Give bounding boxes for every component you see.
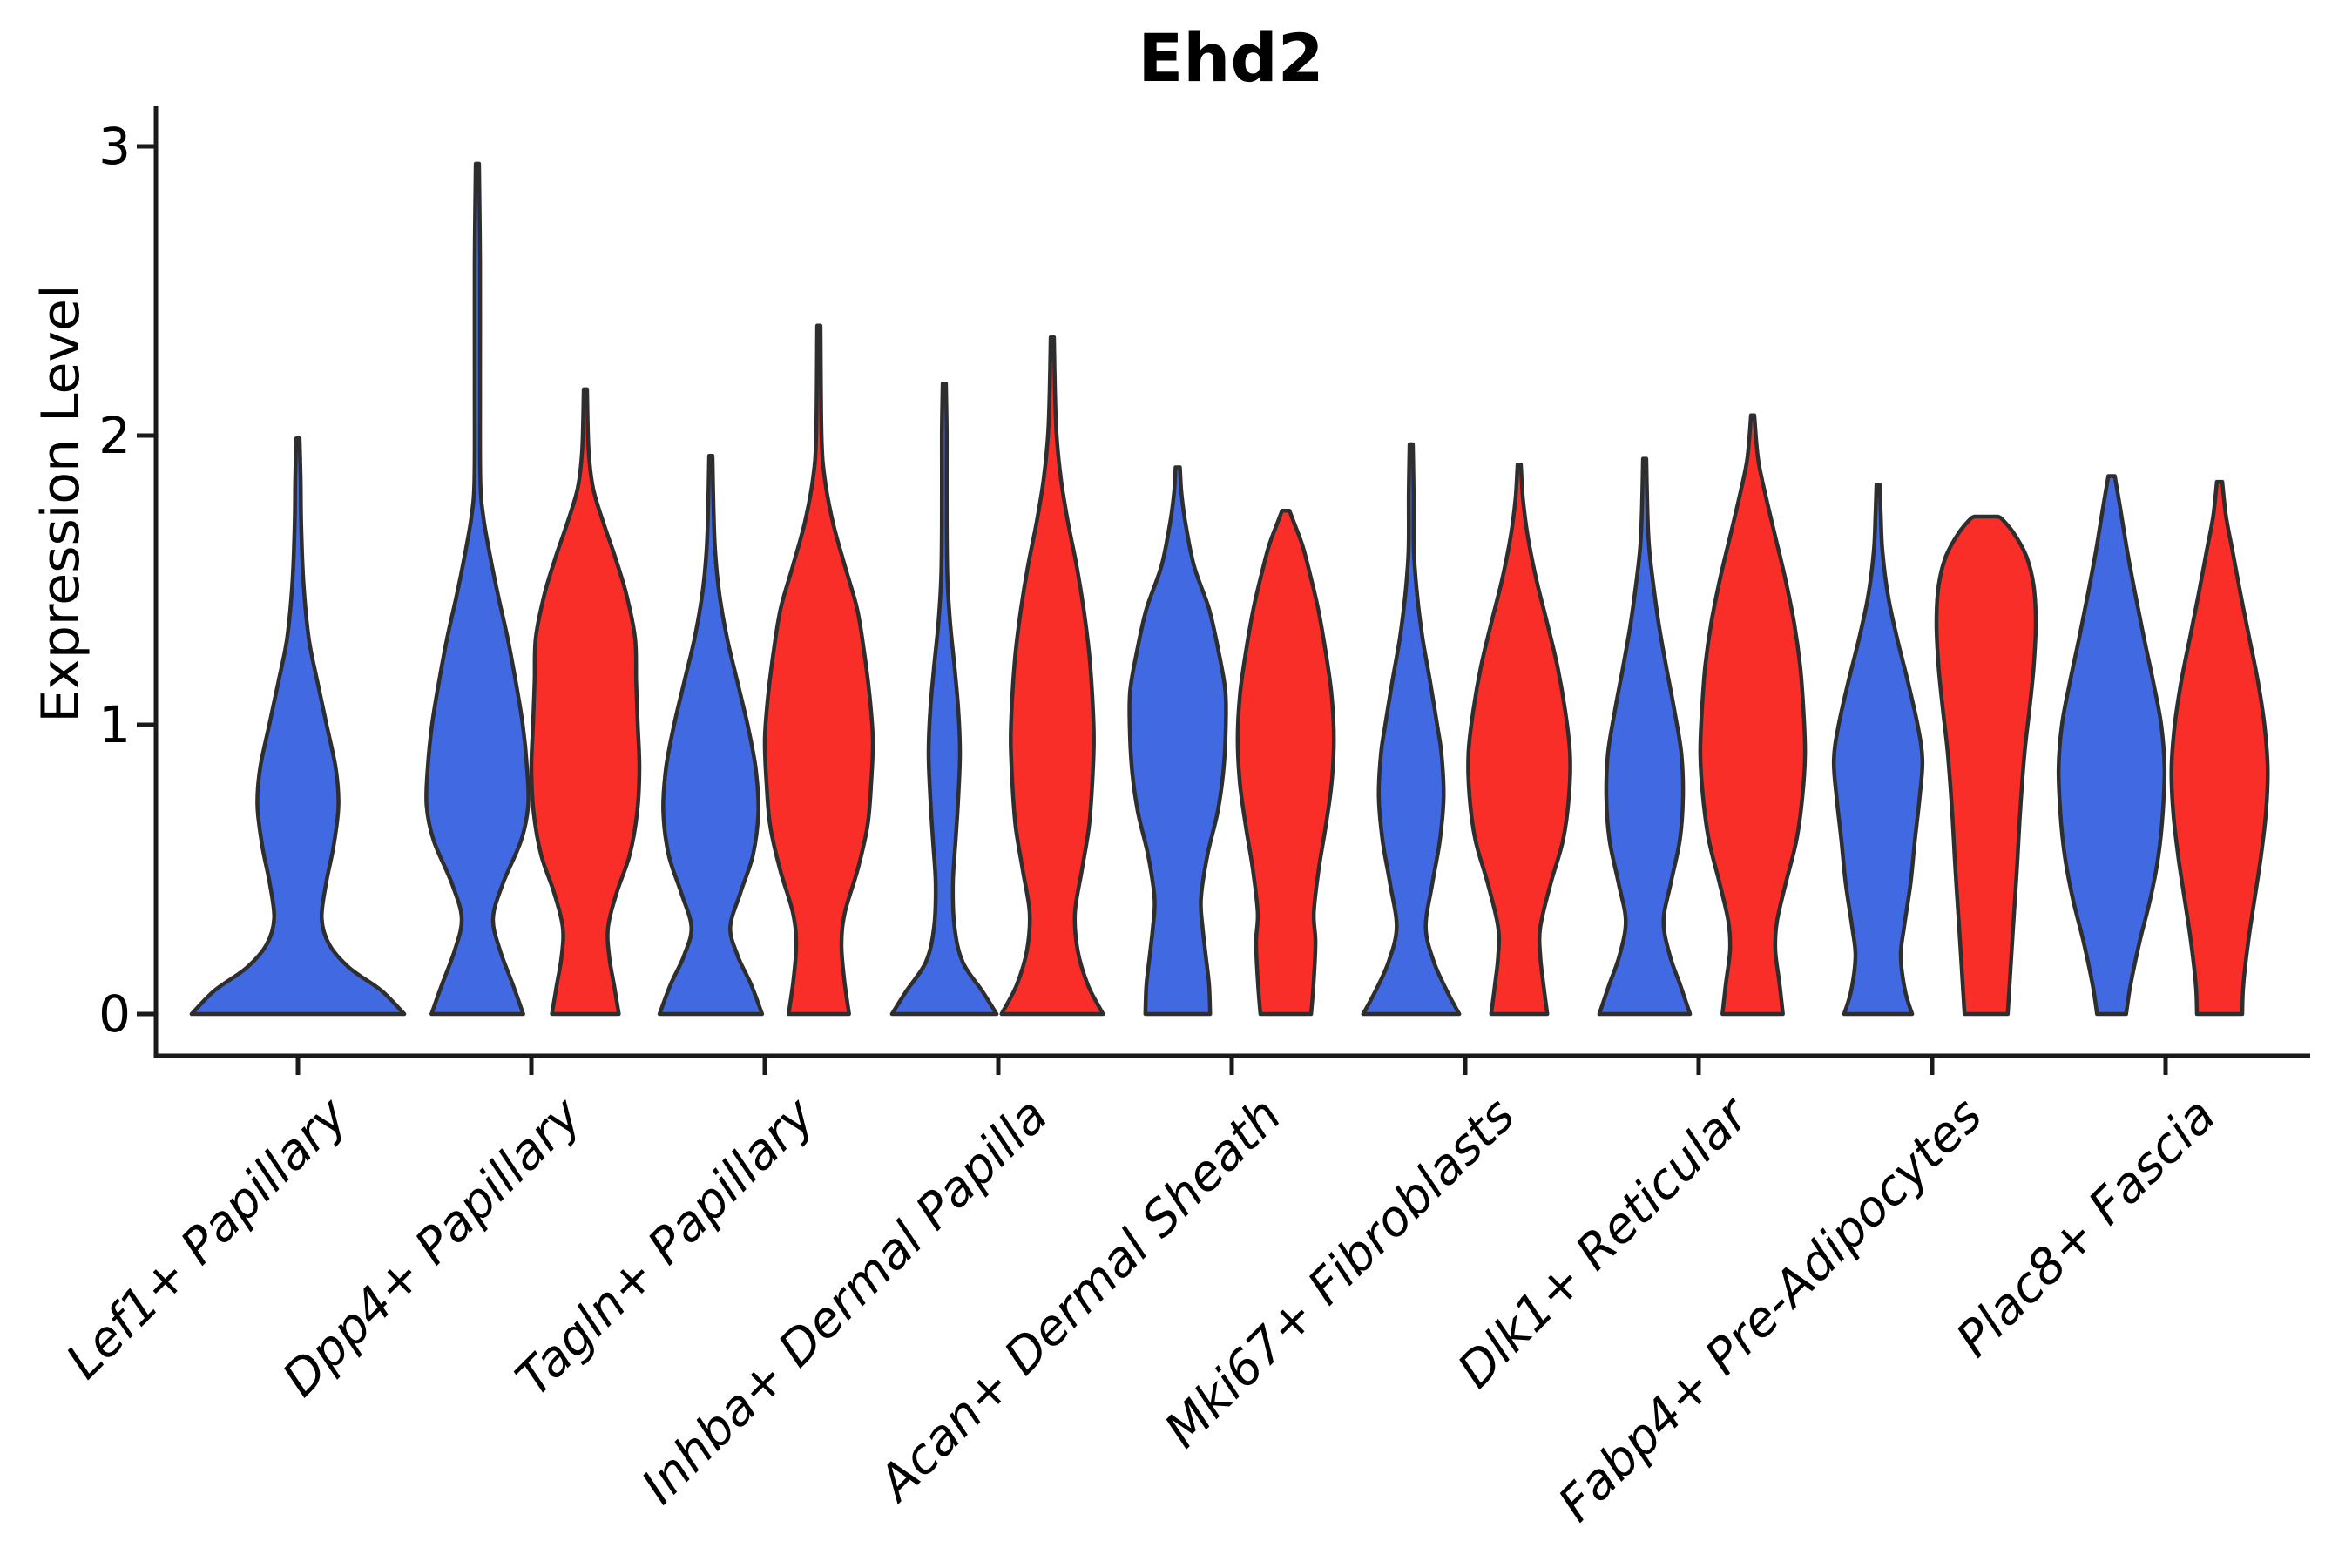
violin-dlk1-reticular-red <box>1698 413 1808 1017</box>
violin-inhba-dermal-papilla-blue <box>889 381 999 1017</box>
violin-acan-dermal-sheath-red <box>1235 509 1336 1017</box>
violin-mki67-fibroblasts-blue <box>1361 442 1462 1017</box>
y-ticks <box>137 144 156 1017</box>
violin-acan-dermal-sheath-blue <box>1127 465 1228 1017</box>
y-axis-label: Expression Level <box>30 284 91 723</box>
y-tick-label: 1 <box>98 695 131 754</box>
violin-inhba-dermal-papilla-red <box>999 335 1105 1017</box>
violin-tagln-papillary-blue <box>657 453 765 1017</box>
violin-tagln-papillary-red <box>762 323 875 1017</box>
axes-layer <box>137 106 2310 1075</box>
y-tick-label: 2 <box>98 406 131 465</box>
violin-dpp4-papillary-red <box>529 387 642 1017</box>
violin-plac8-fascia-red <box>2169 479 2270 1017</box>
violin-dpp4-papillary-blue <box>424 161 531 1017</box>
violins-layer <box>189 161 2270 1017</box>
chart-title: Ehd2 <box>1138 19 1324 97</box>
y-tick-label: 0 <box>98 984 131 1044</box>
violin-mki67-fibroblasts-red <box>1466 462 1572 1017</box>
violin-plac8-fascia-blue <box>2056 474 2167 1017</box>
violin-fabp4-pre-adipocytes-blue <box>1831 483 1925 1017</box>
violin-dlk1-reticular-blue <box>1597 456 1693 1017</box>
violin-lef1-papillary-blue <box>189 436 407 1017</box>
x-ticks <box>295 1056 2168 1075</box>
violin-fabp4-pre-adipocytes-red <box>1934 514 2038 1017</box>
y-tick-label: 3 <box>98 117 131 176</box>
